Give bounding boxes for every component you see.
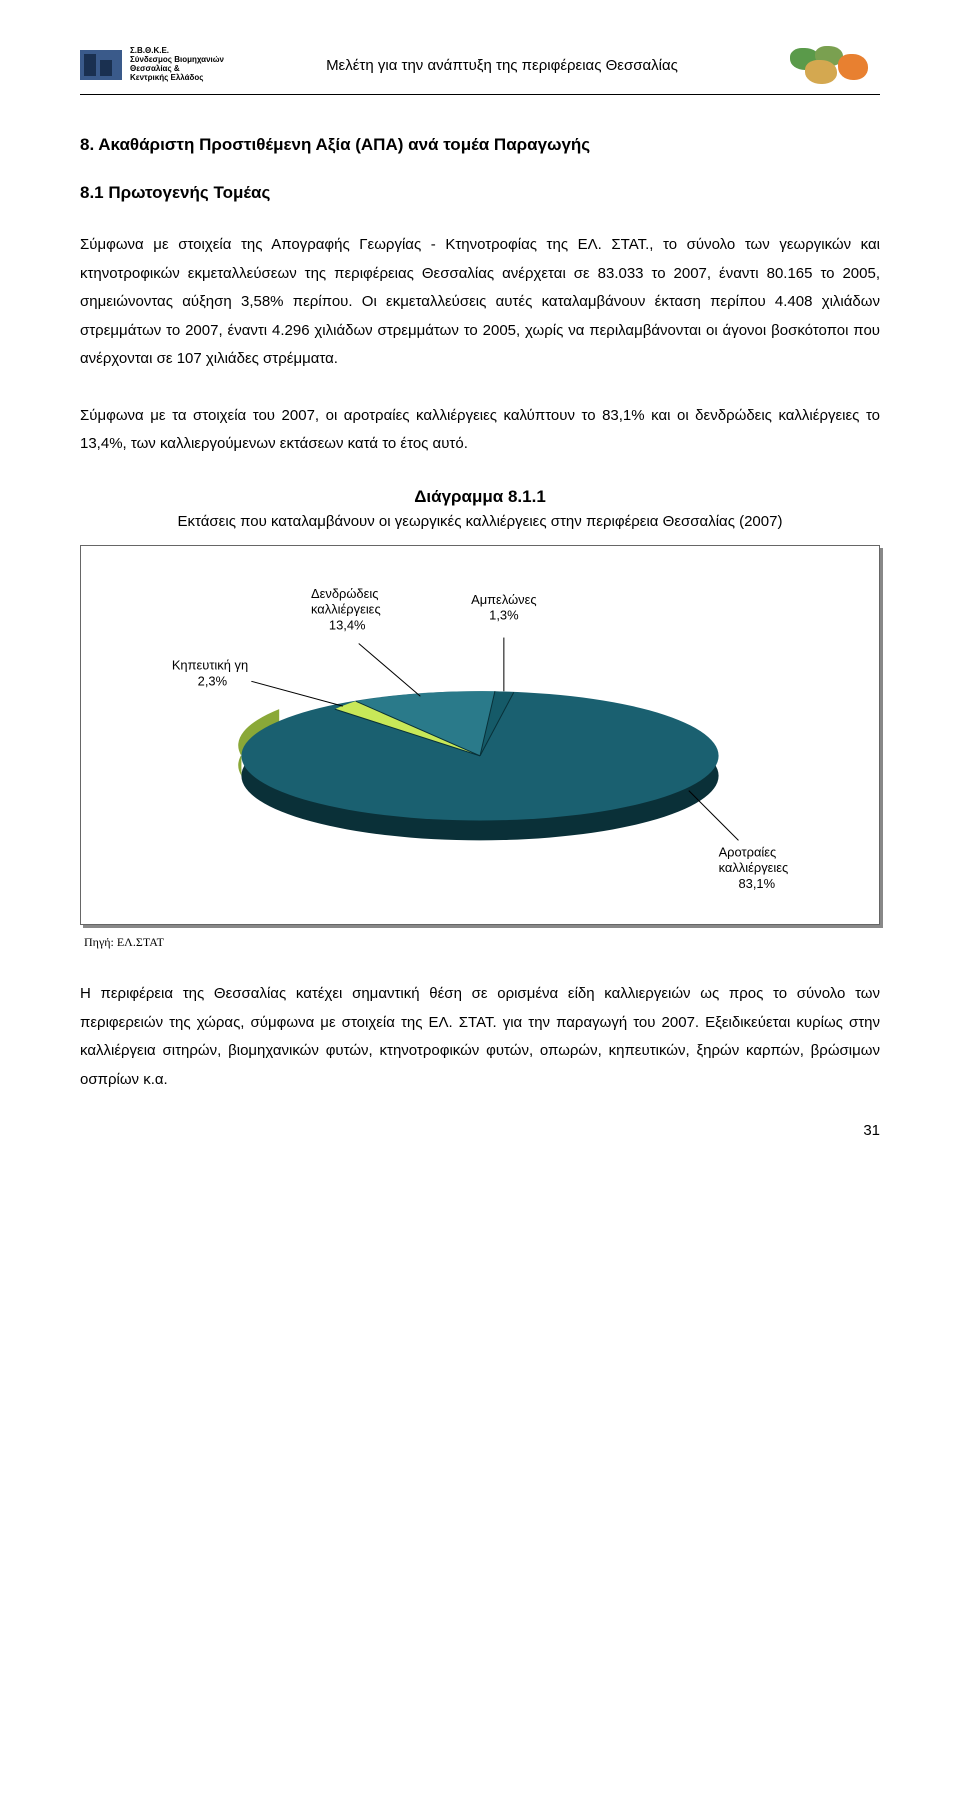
page-root: Σ.Β.Θ.Κ.Ε. Σύνδεσμος Βιομηχανιών Θεσσαλί… — [0, 0, 960, 1184]
page-header: Σ.Β.Θ.Κ.Ε. Σύνδεσμος Βιομηχανιών Θεσσαλί… — [80, 40, 880, 90]
pie-chart-container: Δενδρώδεις καλλιέργειες 13,4% Αμπελώνες … — [80, 545, 880, 925]
page-number: 31 — [80, 1122, 880, 1139]
paragraph-3: Η περιφέρεια της Θεσσαλίας κατέχει σημαν… — [80, 980, 880, 1094]
label-dendrodeis-val: 13,4% — [329, 618, 366, 633]
label-arot-val: 83,1% — [738, 876, 775, 891]
label-ampel-val: 1,3% — [489, 608, 519, 623]
label-dendrodeis-2: καλλιέργειες — [311, 602, 381, 617]
label-kip-val: 2,3% — [198, 673, 228, 688]
label-arot-2: καλλιέργειες — [719, 860, 789, 875]
org-name-line3: Κεντρικής Ελλάδος — [130, 74, 224, 83]
document-title: Μελέτη για την ανάπτυξη της περιφέρειας … — [224, 57, 780, 74]
leader-arot — [689, 791, 739, 841]
leader-dendrodeis — [359, 644, 421, 697]
subsection-title: 8.1 Πρωτογενής Τομέας — [80, 183, 880, 203]
chart-title: Διάγραμμα 8.1.1 — [80, 487, 880, 507]
header-left: Σ.Β.Θ.Κ.Ε. Σύνδεσμος Βιομηχανιών Θεσσαλί… — [80, 47, 224, 82]
chart-source: Πηγή: ΕΛ.ΣΤΑΤ — [84, 935, 880, 950]
label-kip-1: Κηπευτική γη — [172, 657, 248, 672]
header-rule — [80, 94, 880, 95]
region-map-icon — [780, 40, 880, 90]
org-text-block: Σ.Β.Θ.Κ.Ε. Σύνδεσμος Βιομηχανιών Θεσσαλί… — [130, 47, 224, 82]
chart-subtitle: Εκτάσεις που καταλαμβάνουν οι γεωργικές … — [80, 511, 880, 534]
label-ampel-1: Αμπελώνες — [471, 592, 536, 607]
section-title: 8. Ακαθάριστη Προστιθέμενη Αξία (ΑΠΑ) αν… — [80, 135, 880, 155]
label-arot-1: Αροτραίες — [719, 844, 777, 859]
org-logo-icon — [80, 50, 122, 80]
paragraph-1: Σύμφωνα με στοιχεία της Απογραφής Γεωργί… — [80, 231, 880, 374]
pie-chart-svg: Δενδρώδεις καλλιέργειες 13,4% Αμπελώνες … — [97, 562, 863, 900]
paragraph-2: Σύμφωνα με τα στοιχεία του 2007, οι αροτ… — [80, 402, 880, 459]
leader-kip — [251, 681, 342, 706]
label-dendrodeis-1: Δενδρώδεις — [311, 586, 378, 601]
